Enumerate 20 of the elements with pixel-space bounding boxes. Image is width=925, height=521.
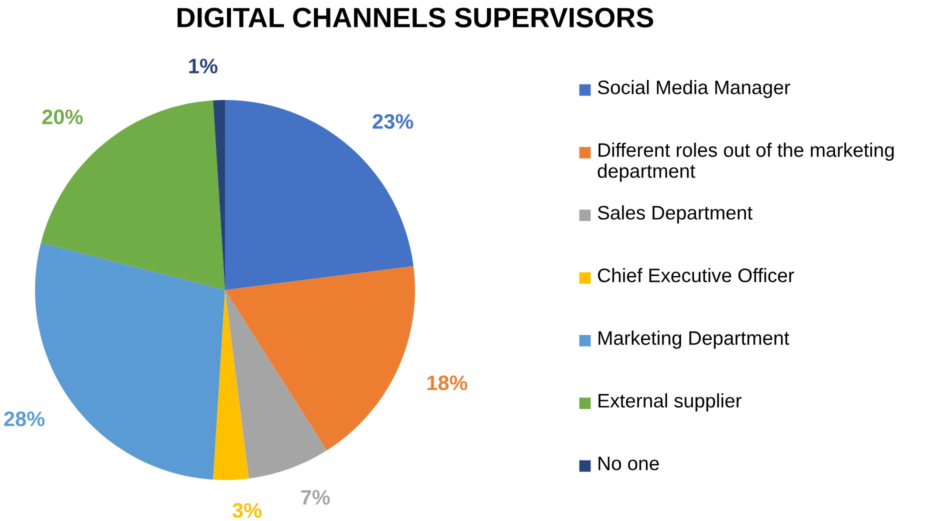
legend-label: External supplier (598, 393, 742, 412)
data-label: 28% (4, 412, 45, 426)
pie-slice (40, 100, 225, 290)
data-label: 23% (372, 114, 414, 129)
pie-slice (213, 290, 249, 480)
legend-label: No one (598, 456, 659, 470)
legend-label: Different roles out of the marketing department (598, 142, 894, 182)
legend-label: Chief Executive Officer (598, 268, 794, 282)
legend-label: Social Media Manager (598, 80, 790, 98)
pie-slice (225, 290, 327, 478)
data-label: 3% (232, 503, 262, 518)
chart-title: DIGITAL CHANNELS SUPERVISORS (178, 8, 654, 28)
legend-label: Sales Department (598, 205, 752, 224)
pie-slice (225, 100, 414, 290)
data-label: 7% (301, 490, 330, 505)
pie-slice (225, 266, 415, 450)
data-label: 20% (42, 110, 83, 124)
data-label: 1% (189, 58, 218, 74)
legend-label: Marketing Department (598, 330, 790, 349)
data-label: 18% (427, 375, 468, 390)
